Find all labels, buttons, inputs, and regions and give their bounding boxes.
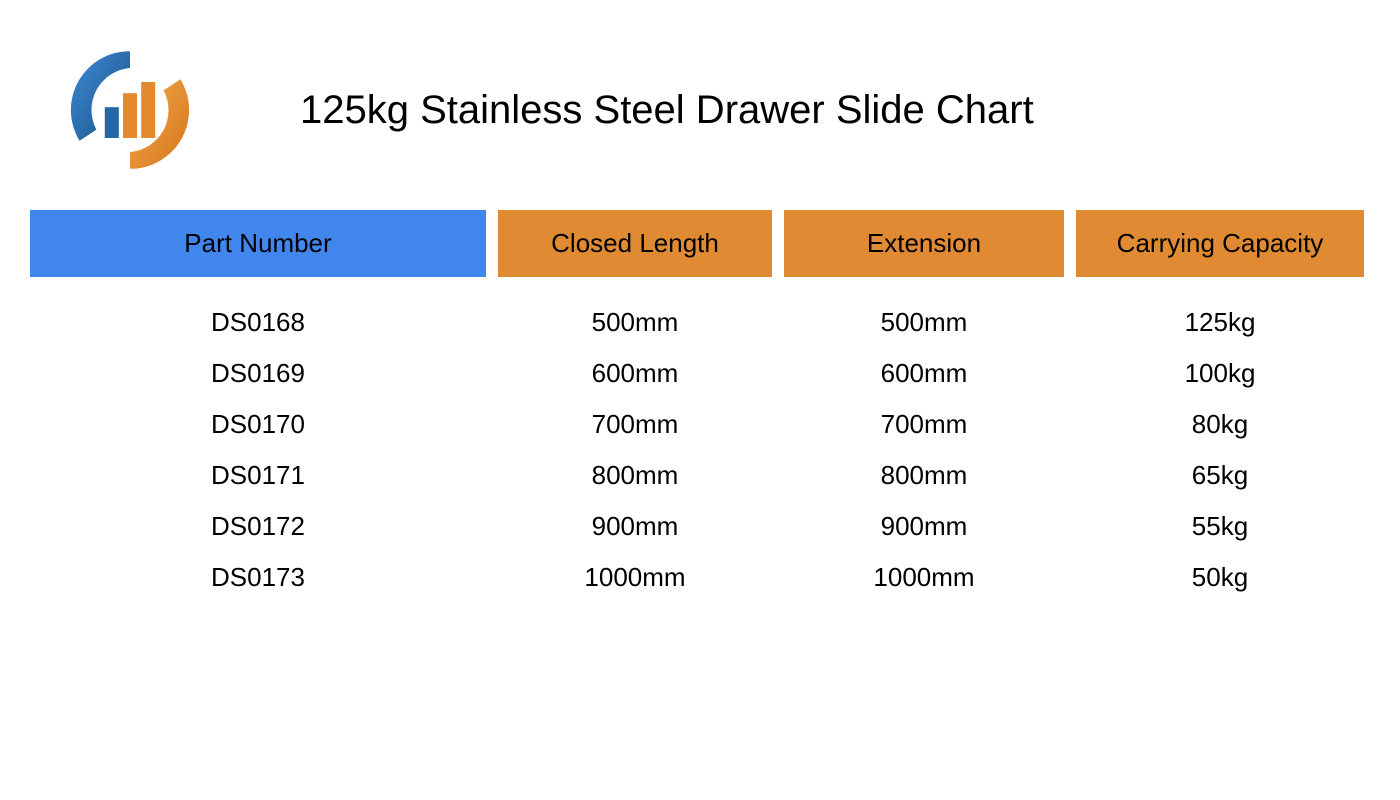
- table-row: DS0169600mm600mm100kg: [30, 348, 1370, 399]
- chart-title: 125kg Stainless Steel Drawer Slide Chart: [240, 88, 1370, 133]
- column-header-carrying-capacity: Carrying Capacity: [1076, 210, 1364, 277]
- specs-table: Part NumberClosed LengthExtensionCarryin…: [30, 210, 1370, 603]
- column-header-part-number: Part Number: [30, 210, 486, 277]
- cell-carrying-capacity: 80kg: [1076, 399, 1364, 450]
- cell-closed-length: 1000mm: [498, 552, 772, 603]
- header-row: 125kg Stainless Steel Drawer Slide Chart: [30, 40, 1370, 180]
- cell-part-number: DS0170: [30, 399, 486, 450]
- cell-carrying-capacity: 55kg: [1076, 501, 1364, 552]
- cell-part-number: DS0171: [30, 450, 486, 501]
- cell-extension: 500mm: [784, 297, 1064, 348]
- table-body: DS0168500mm500mm125kgDS0169600mm600mm100…: [30, 297, 1370, 603]
- table-row: DS0171800mm800mm65kg: [30, 450, 1370, 501]
- cell-part-number: DS0173: [30, 552, 486, 603]
- cell-part-number: DS0169: [30, 348, 486, 399]
- cell-carrying-capacity: 100kg: [1076, 348, 1364, 399]
- table-row: DS0170700mm700mm80kg: [30, 399, 1370, 450]
- cell-part-number: DS0172: [30, 501, 486, 552]
- cell-carrying-capacity: 65kg: [1076, 450, 1364, 501]
- table-row: DS0168500mm500mm125kg: [30, 297, 1370, 348]
- cell-closed-length: 700mm: [498, 399, 772, 450]
- table-row: DS0172900mm900mm55kg: [30, 501, 1370, 552]
- cell-part-number: DS0168: [30, 297, 486, 348]
- cell-extension: 900mm: [784, 501, 1064, 552]
- cell-closed-length: 800mm: [498, 450, 772, 501]
- column-header-extension: Extension: [784, 210, 1064, 277]
- cell-extension: 600mm: [784, 348, 1064, 399]
- cell-extension: 800mm: [784, 450, 1064, 501]
- cell-closed-length: 600mm: [498, 348, 772, 399]
- cell-carrying-capacity: 50kg: [1076, 552, 1364, 603]
- cell-closed-length: 900mm: [498, 501, 772, 552]
- cell-closed-length: 500mm: [498, 297, 772, 348]
- table-header-row: Part NumberClosed LengthExtensionCarryin…: [30, 210, 1370, 277]
- cell-extension: 700mm: [784, 399, 1064, 450]
- cell-extension: 1000mm: [784, 552, 1064, 603]
- table-row: DS01731000mm1000mm50kg: [30, 552, 1370, 603]
- cell-carrying-capacity: 125kg: [1076, 297, 1364, 348]
- column-header-closed-length: Closed Length: [498, 210, 772, 277]
- company-logo-icon: [60, 40, 200, 180]
